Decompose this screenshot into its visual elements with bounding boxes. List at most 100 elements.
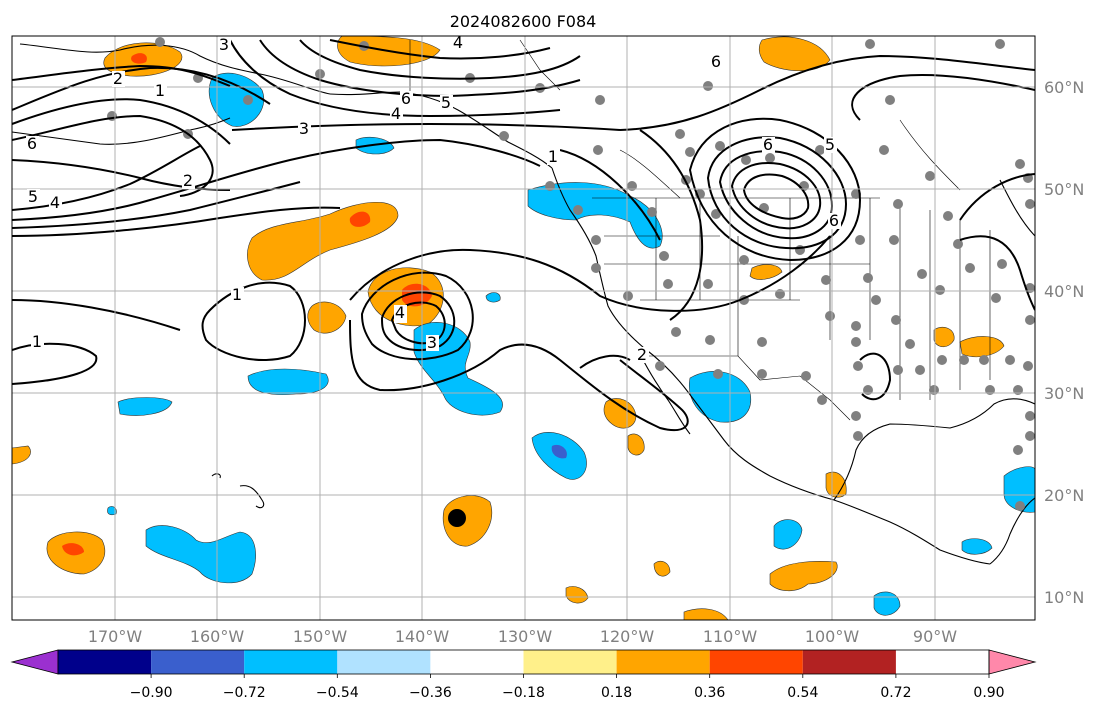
longitude-label: 90°W bbox=[913, 627, 957, 646]
latitude-label: 50°N bbox=[1044, 180, 1084, 199]
contour-label-background bbox=[390, 106, 403, 122]
map-area bbox=[12, 36, 1035, 620]
contour-label-background bbox=[49, 195, 62, 211]
longitude-label: 170°W bbox=[88, 627, 143, 646]
latitude-label: 30°N bbox=[1044, 384, 1084, 403]
negative-anomaly-region bbox=[1003, 466, 1035, 513]
positive-anomaly-region bbox=[769, 561, 838, 592]
contour-label: 2 bbox=[637, 345, 647, 364]
contour-label: 6 bbox=[829, 211, 839, 230]
latitude-label: 10°N bbox=[1044, 588, 1084, 607]
positive-anomaly-core bbox=[62, 543, 84, 556]
latitude-label: 20°N bbox=[1044, 486, 1084, 505]
contour-label-background bbox=[452, 35, 465, 51]
longitude-label: 120°W bbox=[600, 627, 655, 646]
negative-anomaly-region bbox=[117, 397, 173, 416]
contour-label: 1 bbox=[548, 147, 558, 166]
colorbar-tick-label: −0.36 bbox=[409, 685, 452, 701]
contour-label: 4 bbox=[391, 104, 401, 123]
longitude-label: 100°W bbox=[805, 627, 860, 646]
contour-label-background bbox=[31, 334, 44, 350]
contour-label-background bbox=[231, 287, 244, 303]
colorbar-segment bbox=[616, 650, 710, 674]
contour-label: 3 bbox=[299, 119, 309, 138]
longitude-labels: 170°W 160°W 150°W 140°W 130°W 120°W 110°W 100°W… bbox=[88, 627, 957, 646]
contour-label: 4 bbox=[50, 193, 60, 212]
negative-anomaly-region bbox=[773, 519, 803, 550]
contour-label: 6 bbox=[27, 134, 37, 153]
colorbar-segment bbox=[802, 650, 896, 674]
colorbar-tick-label: −0.90 bbox=[130, 685, 173, 701]
longitude-label: 140°W bbox=[395, 627, 450, 646]
positive-anomaly-region bbox=[959, 336, 1005, 358]
positive-anomaly-region bbox=[683, 608, 729, 620]
latitude-label: 60°N bbox=[1044, 78, 1084, 97]
contour-label-background bbox=[824, 137, 837, 153]
positive-anomaly-core bbox=[402, 283, 432, 307]
positive-anomaly-region bbox=[442, 495, 492, 547]
contour-label: 6 bbox=[711, 52, 721, 71]
colorbar-segment bbox=[430, 650, 524, 674]
longitude-label: 160°W bbox=[190, 627, 245, 646]
colorbar-tick-label: −0.18 bbox=[502, 685, 545, 701]
positive-anomaly-region bbox=[749, 264, 783, 280]
positive-anomaly-region bbox=[653, 560, 671, 577]
colorbar-tick-label: −0.72 bbox=[223, 685, 266, 701]
contour-label: 5 bbox=[28, 187, 38, 206]
negative-anomaly-region bbox=[527, 182, 663, 249]
contour-label: 4 bbox=[453, 33, 463, 52]
contour-label-background bbox=[394, 305, 407, 321]
longitude-label: 130°W bbox=[498, 627, 553, 646]
graticule bbox=[12, 36, 1035, 620]
map-frame bbox=[11, 35, 1036, 621]
colorbar-tick-label: 0.18 bbox=[601, 685, 632, 701]
colorbar-extend-max bbox=[988, 649, 1037, 675]
contour-label-background bbox=[298, 121, 311, 137]
contour-label: 4 bbox=[395, 303, 405, 322]
negative-anomaly-region bbox=[247, 368, 329, 395]
contour-label-background bbox=[26, 136, 39, 152]
positive-anomaly-region bbox=[565, 586, 589, 604]
contour-lines bbox=[12, 39, 1035, 432]
contour-label-background bbox=[27, 189, 40, 205]
negative-anomaly-core bbox=[551, 444, 567, 459]
contour-label-background bbox=[828, 213, 841, 229]
negative-anomaly-region bbox=[485, 292, 501, 303]
positive-anomaly-region bbox=[307, 301, 347, 334]
latitude-label: 40°N bbox=[1044, 282, 1084, 301]
contour-label-background bbox=[112, 71, 125, 87]
colorbar-segment bbox=[523, 650, 617, 674]
latitude-labels: 60°N 50°N 40°N 30°N 20°N 10°N bbox=[1044, 78, 1084, 607]
contour-label-background bbox=[762, 137, 775, 153]
contour-label-background bbox=[547, 149, 560, 165]
contour-label: 1 bbox=[32, 332, 42, 351]
contour-label: 1 bbox=[232, 285, 242, 304]
negative-anomaly-region bbox=[107, 506, 117, 516]
colorbar-segment bbox=[244, 650, 338, 674]
contour-label: 6 bbox=[763, 135, 773, 154]
contour-label: 6 bbox=[401, 89, 411, 108]
colorbar-tick-label: 0.72 bbox=[880, 685, 911, 701]
contour-label-background bbox=[218, 37, 231, 53]
colorbar-segment bbox=[337, 650, 431, 674]
contour-label-background bbox=[636, 347, 649, 363]
contour-label-background bbox=[710, 54, 723, 70]
storm-center-marker bbox=[448, 509, 466, 527]
positive-anomaly-core bbox=[349, 211, 371, 227]
contour-label: 3 bbox=[219, 35, 229, 54]
colorbar-extend-min bbox=[10, 649, 59, 675]
contour-label: 5 bbox=[441, 93, 451, 112]
negative-anomaly-region bbox=[961, 538, 993, 555]
contour-label: 3 bbox=[427, 333, 437, 352]
positive-anomaly-region bbox=[933, 327, 955, 348]
contour-label-background bbox=[440, 95, 453, 111]
map-title: 2024082600 F084 bbox=[450, 12, 597, 31]
contour-label-background bbox=[400, 91, 413, 107]
negative-anomaly-region bbox=[873, 591, 901, 616]
colorbar-tick-label: −0.54 bbox=[316, 685, 359, 701]
coastlines bbox=[12, 43, 1035, 565]
contour-label-group: 111112223334444555666662 bbox=[26, 33, 841, 364]
colorbar-tick-label: 0.90 bbox=[973, 685, 1004, 701]
contour-label: 5 bbox=[825, 135, 835, 154]
